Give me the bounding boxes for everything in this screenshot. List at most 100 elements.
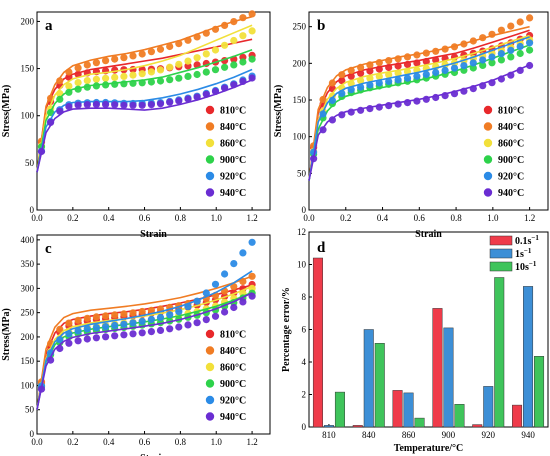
- measured-point: [120, 331, 128, 339]
- panel-label: a: [45, 18, 53, 34]
- x-tick-label: 0.2: [67, 213, 78, 223]
- bar: [334, 391, 345, 428]
- y-tick-label: 200: [293, 58, 307, 68]
- y-tick-label: 200: [21, 332, 35, 342]
- measured-point: [385, 57, 393, 65]
- measured-point: [65, 319, 73, 327]
- legend-marker: [205, 395, 215, 405]
- bar: [472, 424, 483, 428]
- measured-point: [385, 77, 393, 85]
- measured-point: [516, 66, 524, 74]
- legend-label: 840°C: [220, 122, 246, 133]
- measured-point: [102, 81, 110, 89]
- measured-point: [74, 64, 82, 72]
- measured-point: [357, 69, 365, 77]
- y-axis-label: Stress(MPa): [1, 85, 12, 138]
- legend: 810°C 840°C 860°C 900°C 920°C 940°C: [483, 106, 524, 199]
- measured-point: [403, 99, 412, 107]
- measured-point: [138, 79, 146, 87]
- measured-point: [175, 40, 183, 48]
- measured-point: [92, 82, 100, 90]
- measured-point: [375, 103, 383, 111]
- measured-point: [83, 83, 91, 91]
- x-tick-label: 840: [362, 430, 376, 440]
- measured-point: [479, 61, 487, 69]
- measured-point: [102, 333, 110, 341]
- measured-point: [175, 97, 183, 105]
- measured-point: [366, 105, 374, 113]
- chart-panel-a: 0.0 0.2 0.4 0.6 0.8 1.0 1.2050100150200StrainS…: [1, 10, 271, 240]
- chart-panel-b: 0.0 0.2 0.4 0.6 0.8 1.0 1.2 0 50 100 150 200 250 Stra…: [273, 11, 549, 240]
- predicted-line: [36, 275, 253, 410]
- x-tick-label: 1.0: [487, 213, 499, 223]
- series-920°C: [308, 36, 534, 181]
- bar: [363, 329, 374, 428]
- measured-point: [497, 75, 505, 83]
- legend-label: 860°C: [220, 363, 246, 374]
- measured-point: [138, 307, 146, 316]
- legend-label: 840°C: [498, 122, 524, 133]
- measured-point: [488, 59, 496, 67]
- measured-point: [357, 83, 365, 91]
- measured-point: [65, 68, 73, 76]
- legend-label: 810°C: [220, 330, 246, 341]
- measured-point: [422, 49, 430, 57]
- measured-point: [138, 101, 146, 109]
- y-tick-label: 100: [21, 380, 35, 390]
- measured-point: [166, 311, 174, 319]
- measured-point: [469, 59, 477, 67]
- legend-label-exponent: −1: [531, 234, 539, 242]
- measured-point: [74, 101, 82, 109]
- measured-point: [413, 51, 421, 59]
- measured-point: [102, 100, 110, 108]
- measured-point: [221, 270, 229, 278]
- y-tick-label: 8: [302, 292, 307, 302]
- measured-point: [357, 77, 365, 85]
- x-tick-label: 0.4: [377, 213, 389, 223]
- legend-swatch: [489, 248, 513, 259]
- measured-point: [385, 102, 393, 110]
- legend-marker: [205, 346, 215, 355]
- bar: [483, 386, 494, 428]
- measured-point: [111, 321, 119, 329]
- measured-point: [366, 61, 374, 69]
- measured-point: [175, 74, 183, 82]
- y-tick-label: 2: [302, 390, 307, 400]
- measured-point: [450, 90, 459, 98]
- measured-point: [403, 60, 412, 69]
- bar: [523, 286, 534, 428]
- measured-point: [166, 325, 174, 333]
- legend-label: 900°C: [498, 155, 524, 166]
- measured-point: [138, 70, 146, 78]
- legend-marker: [205, 105, 215, 115]
- x-tick-label: 0.8: [450, 213, 462, 223]
- measured-point: [129, 330, 137, 338]
- measured-point: [413, 59, 421, 67]
- measured-point: [102, 312, 110, 320]
- measured-point: [248, 27, 256, 35]
- panel-label: b: [317, 18, 325, 34]
- x-tick-label: 860: [402, 430, 416, 440]
- x-tick-label: 940: [521, 430, 535, 440]
- measured-point: [120, 320, 128, 328]
- measured-point: [129, 71, 137, 79]
- measured-point: [184, 95, 192, 103]
- measured-point: [221, 63, 229, 71]
- measured-point: [221, 41, 229, 49]
- measured-point: [193, 33, 201, 41]
- y-tick-label: 6: [302, 325, 307, 335]
- measured-point: [526, 39, 534, 47]
- measured-point: [56, 107, 64, 115]
- measured-point: [193, 54, 201, 62]
- measured-point: [47, 356, 55, 364]
- measured-point: [248, 10, 256, 18]
- measured-point: [202, 90, 210, 98]
- measured-point: [432, 93, 440, 102]
- legend-marker: [483, 155, 493, 164]
- measured-point: [74, 316, 82, 324]
- measured-point: [74, 79, 82, 87]
- measured-point: [147, 101, 155, 109]
- measured-point: [347, 66, 355, 74]
- measured-point: [56, 325, 64, 333]
